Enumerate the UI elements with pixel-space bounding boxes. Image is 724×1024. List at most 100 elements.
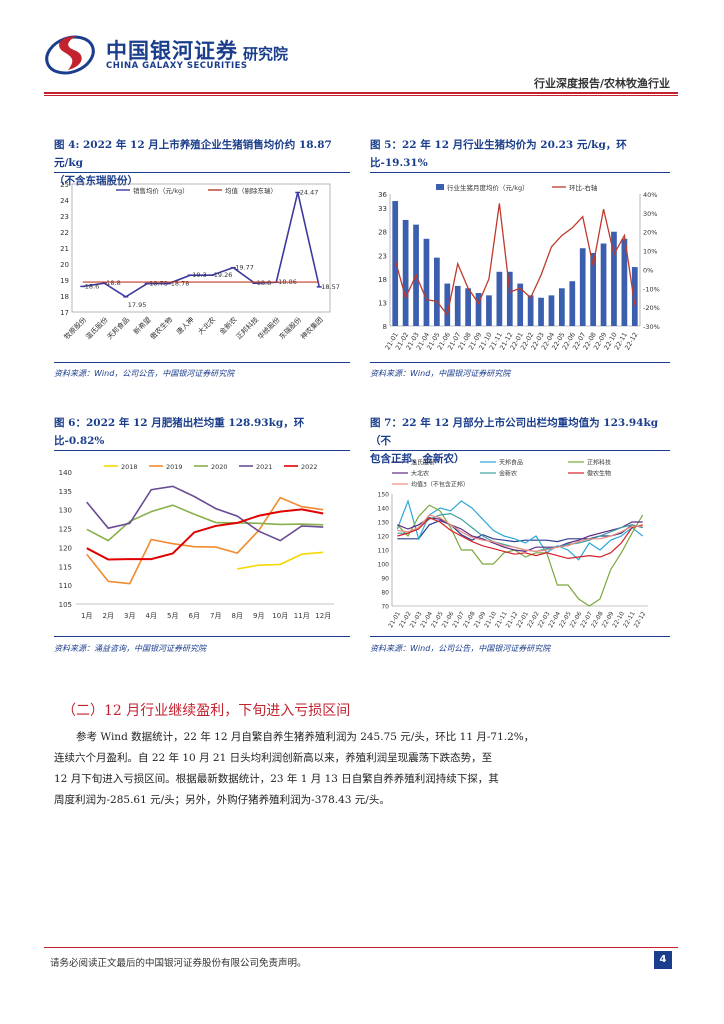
fig6-y-tick-label: 135 (59, 488, 72, 496)
fig7-y-tick-label: 70 (381, 604, 389, 611)
fig7-y-tick-label: 90 (381, 576, 389, 583)
footer-divider (44, 947, 678, 948)
fig5-title: 图 5：22 年 12 月行业生猪均价为 20.23 元/kg，环比-19.31… (370, 139, 627, 169)
fig6-x-tick-label: 11月 (294, 612, 310, 620)
fig7-legend-label: 大北农 (411, 470, 429, 478)
fig7-y-tick-label: 120 (378, 534, 390, 541)
fig5-y2-tick-label: 40% (643, 191, 657, 199)
fig5-bar (517, 283, 524, 326)
fig4-x-tick-label: 天邦食品 (105, 315, 131, 341)
fig4-data-label: 19.77 (235, 264, 254, 272)
galaxy-logo-icon (45, 35, 95, 75)
fig5-bar (600, 243, 607, 326)
fig7-source: 资料来源：Wind，公司公告，中国银河证券研究院 (370, 644, 551, 653)
fig6-x-tick-label: 6月 (189, 612, 200, 620)
fig4-data-label: 19.3 (192, 271, 206, 279)
fig4-x-tick-label: 华统股份 (256, 315, 282, 341)
fig5-bar (454, 285, 461, 326)
fig5-chart: 8131823283336-30%-20%-10%0%10%20%30%40%2… (378, 183, 660, 351)
fig4-x-tick-label: 唐人神 (174, 315, 195, 336)
fig4-data-label: 18.8 (106, 279, 120, 287)
fig6-x-tick-label: 8月 (232, 612, 243, 620)
fig4-y-tick-label: 25 (60, 181, 69, 189)
fig5-bar (496, 271, 503, 326)
brand-name-en: CHINA GALAXY SECURITIES (106, 61, 248, 71)
fig6-top-rule (54, 450, 350, 451)
fig4-x-tick-label: 金新农 (217, 315, 238, 336)
fig6-x-tick-label: 5月 (167, 612, 178, 620)
fig5-bar (434, 257, 440, 326)
fig7-legend-label: 均值3（不包含正邦） (411, 481, 469, 489)
fig5-y2-tick-label: -30% (643, 323, 660, 331)
fig5-bar (423, 238, 430, 326)
fig4-x-tick-label: 正邦科技 (234, 315, 260, 341)
fig6-series-line (237, 551, 324, 570)
fig6-x-tick-label: 12月 (315, 612, 331, 620)
fig5-bar (538, 297, 544, 326)
fig7-chart: 70809010011012013014015021-0121-0221-032… (378, 459, 648, 629)
fig4-y-tick-label: 17 (60, 309, 69, 317)
fig7-legend-label: 温氏股份 (411, 459, 435, 467)
fig5-y-tick-label: 18 (378, 276, 387, 284)
fig7-top-rule (370, 450, 670, 451)
header-divider-thin (44, 95, 678, 96)
fig5-mom-line (394, 203, 636, 317)
fig6-y-tick-label: 110 (59, 582, 72, 590)
fig7-legend-label: 天邦食品 (499, 459, 523, 467)
fig6-title: 图 6：2022 年 12 月肥猪出栏均重 128.93kg，环比-0.82% (54, 417, 305, 447)
fig5-bar (506, 271, 513, 326)
fig5-y2-tick-label: -20% (643, 304, 660, 312)
fig5-y-tick-label: 13 (378, 299, 387, 307)
fig4-data-label: 24.47 (300, 188, 319, 196)
fig5-y2-tick-label: -10% (643, 285, 660, 293)
fig5-legend-swatch (436, 184, 444, 190)
page-number: 4 (654, 951, 672, 969)
fig4-data-label: 19.26 (214, 271, 233, 279)
fig4-top-rule (54, 172, 350, 173)
fig5-bar (590, 252, 596, 326)
fig5-bar (392, 201, 399, 326)
fig4-y-tick-label: 23 (60, 213, 69, 221)
fig5-bottom-rule (370, 362, 670, 363)
report-type-label: 行业深度报告/农林牧渔行业 (533, 77, 670, 90)
fig5-y2-tick-label: 30% (643, 210, 657, 218)
fig6-x-tick-label: 10月 (272, 612, 288, 620)
fig6-series-line (86, 496, 324, 585)
fig6-legend-label: 2020 (211, 463, 228, 471)
fig7-y-tick-label: 150 (378, 492, 390, 499)
fig5-bar (631, 267, 638, 326)
fig7-series-line (397, 517, 643, 560)
paragraph-line: 连续六个月盈利。自 22 年 10 月 21 日头均利润创新高以来，养殖利润呈现… (54, 752, 493, 764)
fig5-y-tick-label: 23 (378, 252, 387, 260)
fig4-data-label: 18.6 (85, 282, 99, 290)
fig4-y-tick-label: 22 (60, 229, 69, 237)
fig5-bar (444, 283, 451, 326)
fig5-legend-label: 行业生猪月度均价（元/kg） (447, 183, 529, 192)
footer-disclaimer: 请务必阅读正文最后的中国银河证券股份有限公司免责声明。 (50, 958, 307, 969)
fig4-source: 资料来源：Wind，公司公告，中国银河证券研究院 (54, 369, 235, 378)
fig7-y-tick-label: 140 (378, 506, 390, 513)
research-institute-label: 研究院 (243, 45, 289, 63)
fig4-data-label: 18.8 (257, 279, 271, 287)
fig6-y-tick-label: 120 (59, 544, 72, 552)
fig6-source: 资料来源：涌益咨询，中国银河证券研究院 (54, 644, 206, 653)
section-heading: （二）12 月行业继续盈利，下旬进入亏损区间 (62, 703, 351, 719)
fig7-series-line (397, 514, 643, 553)
fig4-data-label: 18.57 (321, 283, 340, 291)
fig4-x-tick-label: 东瑞股份 (277, 315, 303, 341)
fig5-y-tick-label: 8 (383, 323, 387, 331)
fig6-x-tick-label: 7月 (210, 612, 221, 620)
fig5-bar (548, 295, 555, 326)
fig7-legend-label: 正邦科技 (587, 459, 611, 467)
fig6-y-tick-label: 105 (59, 601, 72, 609)
header-divider (44, 92, 678, 94)
fig5-bar (579, 248, 586, 326)
fig6-y-tick-label: 140 (59, 469, 72, 477)
fig7-legend-label: 傲农生物 (587, 470, 611, 478)
fig5-bar (486, 295, 492, 326)
fig5-y-tick-label: 36 (378, 191, 387, 199)
fig5-top-rule (370, 172, 670, 173)
fig7-y-tick-label: 100 (378, 562, 390, 569)
fig6-legend-label: 2019 (166, 463, 183, 471)
